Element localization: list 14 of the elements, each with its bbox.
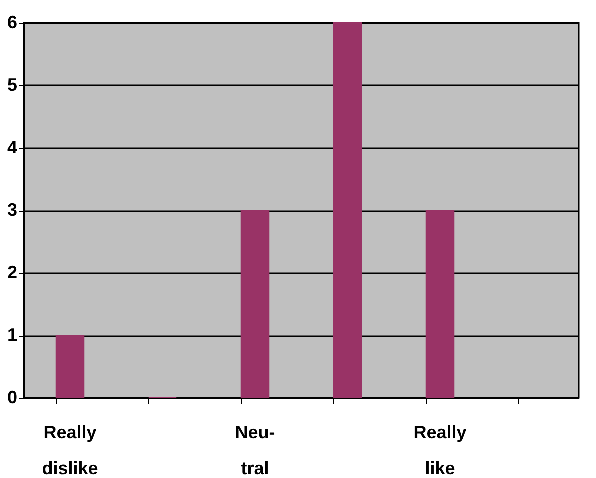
bar [240, 210, 270, 398]
y-tick-label: 3 [7, 200, 18, 220]
bar [56, 335, 85, 398]
y-tick-label: 0 [7, 388, 18, 408]
y-tick-label: 4 [7, 138, 18, 158]
bar [333, 22, 362, 398]
x-tick-label: Really dislike [42, 422, 98, 478]
y-tick-label: 1 [7, 325, 18, 345]
y-tick-label: 2 [7, 262, 18, 282]
y-tick-label: 5 [7, 75, 18, 95]
bar [426, 210, 455, 398]
x-tick-label: Really like [414, 422, 467, 478]
y-tick-label: 6 [7, 12, 18, 32]
x-tick-label: Neu-tral [235, 422, 276, 478]
